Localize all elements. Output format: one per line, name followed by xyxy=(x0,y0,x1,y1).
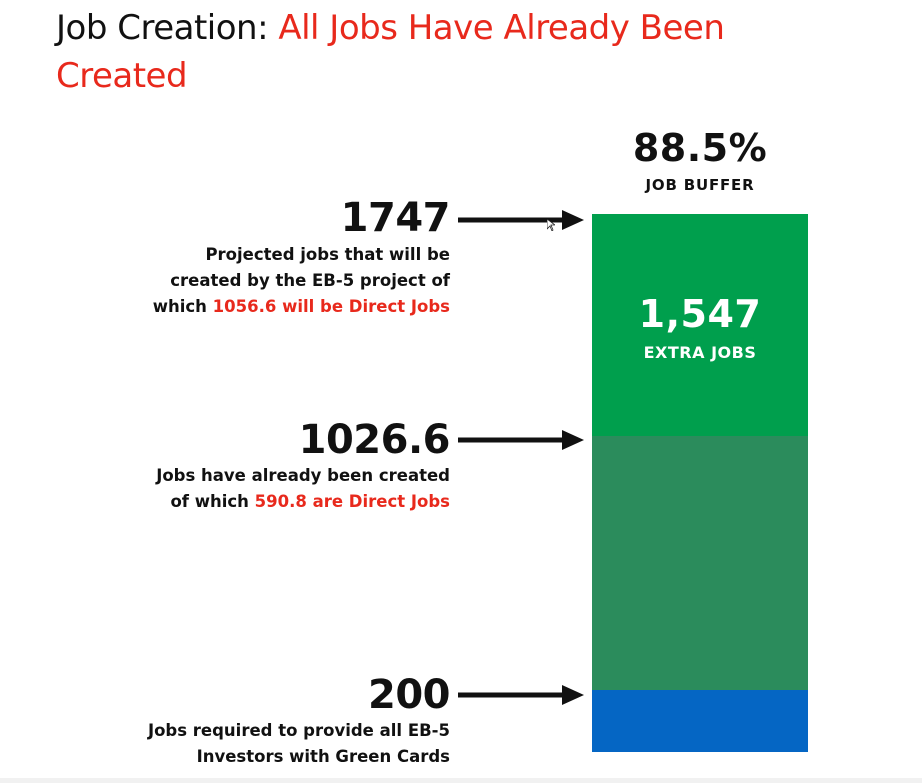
direct-jobs-highlight: 590.8 are Direct Jobs xyxy=(254,492,450,511)
extra-jobs-label: EXTRA JOBS xyxy=(643,343,757,362)
projected-jobs-value: 1747 xyxy=(340,195,451,241)
created-jobs-value: 1026.6 xyxy=(298,417,451,463)
bar-segment-required-jobs xyxy=(592,690,808,752)
title-prefix: Job Creation: xyxy=(56,8,269,48)
bar-segment-extra-jobs xyxy=(592,214,808,436)
direct-jobs-highlight: 1056.6 will be Direct Jobs xyxy=(212,297,450,316)
job-buffer-value: 88.5% xyxy=(632,126,768,170)
created-jobs-description: Jobs have already been created of which … xyxy=(156,466,450,511)
title-highlight-line1: All Jobs Have Already Been xyxy=(278,8,725,48)
arrow-right-icon xyxy=(458,430,584,450)
bar-segment-created-jobs xyxy=(592,436,808,690)
required-jobs-description: Jobs required to provide all EB-5 Invest… xyxy=(147,721,450,766)
bottom-divider xyxy=(0,778,922,783)
mouse-cursor-icon xyxy=(547,219,555,231)
required-jobs-value: 200 xyxy=(368,672,451,718)
job-buffer-label: JOB BUFFER xyxy=(645,176,755,194)
arrow-right-icon xyxy=(458,210,584,230)
page-title: Job Creation: All Jobs Have Already Been… xyxy=(56,4,896,100)
title-highlight-line2: Created xyxy=(56,56,188,96)
projected-jobs-description: Projected jobs that will be created by t… xyxy=(152,245,450,316)
extra-jobs-value: 1,547 xyxy=(638,292,762,336)
arrow-right-icon xyxy=(458,685,584,705)
